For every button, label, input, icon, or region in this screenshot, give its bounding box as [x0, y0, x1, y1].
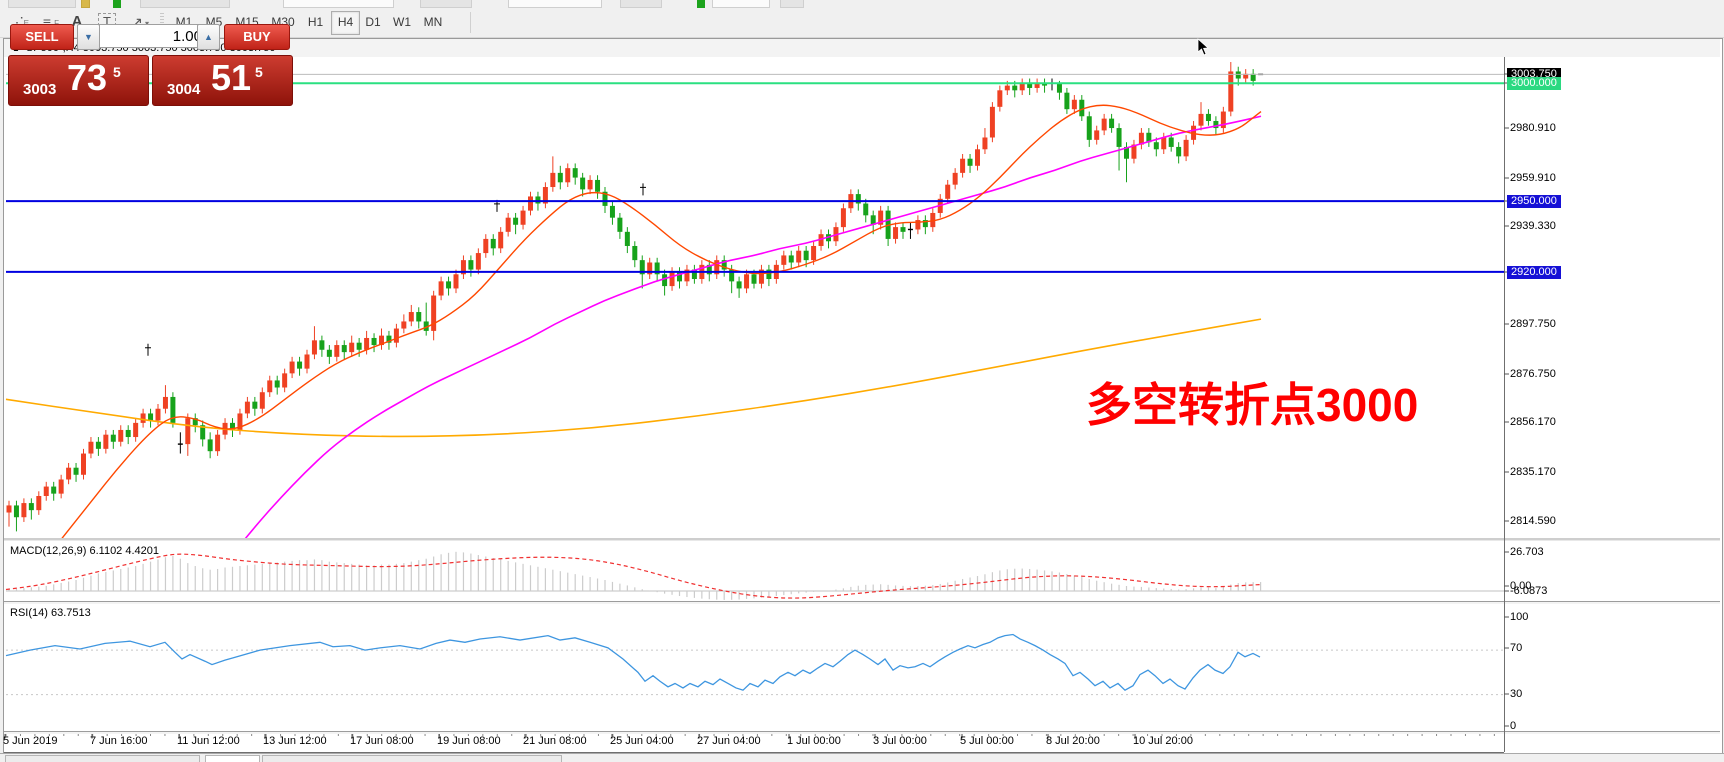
ma-slow-line [5, 318, 1262, 438]
toolbar-separator [470, 12, 471, 33]
time-axis[interactable]: 5 Jun 2019 7 Jun 16:00 11 Jun 12:00 13 Jun … [0, 735, 1500, 753]
buy-quote-tile[interactable]: 3004 51 5 [152, 55, 293, 106]
axis-price-label: 2920.000 [1507, 266, 1561, 279]
sell-price-stem: 3003 [23, 81, 57, 98]
axis-price-label: -6.0873 [1510, 585, 1548, 597]
buy-button[interactable]: BUY [224, 24, 290, 50]
chart-text-annotation: 多空转折点3000 [1086, 379, 1419, 431]
buy-price-stem: 3004 [167, 81, 201, 98]
clipped-toolbar-fragment [780, 0, 804, 8]
tf-button-H4[interactable]: H4 [331, 11, 360, 35]
chart-tab[interactable] [205, 755, 260, 762]
tf-button-D1[interactable]: D1 [365, 15, 381, 29]
time-axis-label: 5 Jul 00:00 [960, 735, 1014, 747]
axis-price-label: 2876.750 [1510, 368, 1556, 380]
time-axis-label: 7 Jun 16:00 [90, 735, 148, 747]
clipped-toolbar-fragment [697, 0, 705, 8]
rsi-indicator-label: RSI(14) 63.7513 [10, 607, 91, 619]
buy-price-pips: 51 [211, 57, 252, 98]
time-axis-label: 17 Jun 08:00 [350, 735, 414, 747]
axis-price-label: 0 [1510, 720, 1517, 732]
time-axis-label: 11 Jun 12:00 [177, 735, 240, 747]
axis-price-label: 70 [1510, 642, 1523, 654]
axis-price-label: 26.703 [1510, 546, 1544, 558]
shapes-dropdown-icon[interactable]: ↗▾ [131, 14, 149, 30]
ma-fast-line [61, 104, 1262, 538]
macd-pane-layer [5, 551, 1504, 600]
sell-button[interactable]: SELL [10, 24, 74, 50]
buy-price-fraction: 5 [255, 64, 263, 80]
axis-price-label: 3000.000 [1507, 77, 1561, 90]
sell-price-fraction: 5 [113, 64, 121, 80]
time-axis-label: 25 Jun 04:00 [610, 735, 674, 747]
clipped-toolbar-fragment [113, 0, 121, 8]
axis-price-label: 2897.750 [1510, 318, 1556, 330]
mouse-cursor-icon [1197, 38, 1209, 56]
chart-tab[interactable] [262, 755, 562, 762]
axis-price-label: 2856.170 [1510, 416, 1556, 428]
axis-price-label: 2980.910 [1510, 122, 1556, 134]
axis-price-label: 2950.000 [1507, 195, 1561, 208]
sell-quote-tile[interactable]: 3003 73 5 [8, 55, 149, 106]
clipped-toolbar-fragment [712, 0, 770, 8]
axis-price-label: 2814.590 [1510, 515, 1556, 527]
clipped-toolbar-fragment [508, 0, 602, 8]
clipped-toolbar-fragment [140, 0, 230, 8]
toolbar-drag-handle[interactable] [160, 13, 164, 32]
fibonacci-lines-icon[interactable]: ≡F [42, 14, 59, 30]
axis-price-label: 2959.910 [1510, 172, 1556, 184]
sell-price-pips: 73 [67, 57, 108, 98]
time-axis-label: 8 Jul 20:00 [1046, 735, 1100, 747]
clipped-toolbar-fragment [81, 0, 90, 8]
rsi-pane-layer [5, 633, 1504, 696]
clipped-toolbar-fragment [620, 0, 662, 8]
time-axis-label: 1 Jul 00:00 [787, 735, 841, 747]
volume-decrease-button[interactable]: ▼ [77, 24, 100, 50]
tf-button-W1[interactable]: W1 [393, 15, 411, 29]
clipped-toolbar-fragment [283, 0, 394, 8]
clipped-toolbar-fragment [8, 0, 76, 8]
clipped-toolbar-fragment [420, 0, 472, 8]
time-axis-label: 13 Jun 12:00 [263, 735, 327, 747]
time-axis-label: 3 Jul 00:00 [873, 735, 927, 747]
macd-indicator-label: MACD(12,26,9) 6.1102 4.4201 [10, 545, 159, 557]
text-label-icon[interactable]: A [71, 13, 83, 30]
axis-price-label: 2939.330 [1510, 220, 1556, 232]
tf-button-MN[interactable]: MN [423, 15, 443, 29]
time-axis-label: 5 Jun 2019 [3, 735, 58, 747]
ma-mid-line [244, 115, 1262, 538]
time-axis-label: 27 Jun 04:00 [697, 735, 761, 747]
axis-price-label: 100 [1510, 611, 1529, 623]
axis-price-label: 0.00 [1510, 580, 1532, 592]
tf-button-H1[interactable]: H1 [307, 15, 324, 29]
time-axis-label: 19 Jun 08:00 [437, 735, 501, 747]
volume-input[interactable] [99, 24, 209, 48]
axis-price-label: 2835.170 [1510, 466, 1556, 478]
axis-price-label: 30 [1510, 688, 1523, 700]
time-axis-label: 10 Jul 20:00 [1133, 735, 1193, 747]
clipped-chart-tab-bar [0, 753, 1724, 762]
chart-tab[interactable] [5, 755, 200, 762]
time-axis-label: 21 Jun 08:00 [523, 735, 587, 747]
volume-increase-button[interactable]: ▲ [197, 24, 220, 50]
